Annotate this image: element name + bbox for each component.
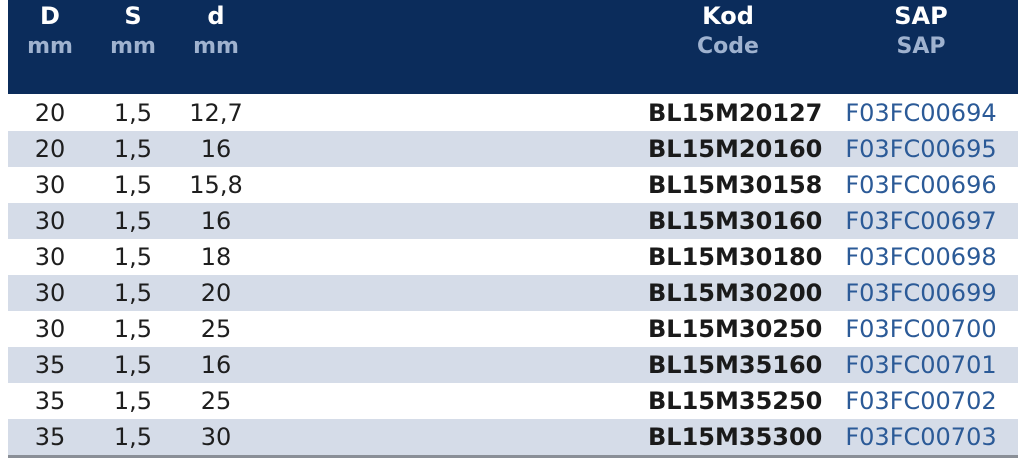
column-unit: mm bbox=[193, 34, 239, 59]
code: BL15M30180 bbox=[648, 243, 823, 271]
small-d-value: 18 bbox=[200, 243, 232, 271]
sap-number: F03FC00698 bbox=[845, 243, 997, 271]
small-d-value: 25 bbox=[200, 315, 232, 343]
code: BL15M30158 bbox=[648, 171, 823, 199]
small-d-value: 30 bbox=[200, 423, 232, 451]
small-d-value: 16 bbox=[200, 135, 232, 163]
column-unit: mm bbox=[27, 34, 73, 59]
code: BL15M35250 bbox=[648, 387, 823, 415]
d-value: 30 bbox=[34, 315, 66, 343]
code: BL15M20127 bbox=[648, 99, 823, 127]
s-value: 1,5 bbox=[113, 351, 153, 379]
s-value: 1,5 bbox=[113, 423, 153, 451]
sap-number: F03FC00694 bbox=[845, 99, 997, 127]
table-row: 30 1,5 25 BL15M30250 F03FC00700 bbox=[8, 311, 1018, 347]
code: BL15M35300 bbox=[648, 423, 823, 451]
d-value: 35 bbox=[34, 387, 66, 415]
table-row: 35 1,5 30 BL15M35300 F03FC00703 bbox=[8, 419, 1018, 455]
s-value: 1,5 bbox=[113, 135, 153, 163]
code: BL15M30250 bbox=[648, 315, 823, 343]
sap-number: F03FC00695 bbox=[845, 135, 997, 163]
column-title: D bbox=[40, 2, 60, 30]
table-row: 30 1,5 18 BL15M30180 F03FC00698 bbox=[8, 239, 1018, 275]
d-value: 35 bbox=[34, 423, 66, 451]
small-d-value: 12,7 bbox=[189, 99, 243, 127]
small-d-value: 25 bbox=[200, 387, 232, 415]
table-row: 30 1,5 20 BL15M30200 F03FC00699 bbox=[8, 275, 1018, 311]
sap-number: F03FC00699 bbox=[845, 279, 997, 307]
s-value: 1,5 bbox=[113, 315, 153, 343]
column-title: SAP bbox=[894, 2, 948, 30]
column-title: Kod bbox=[702, 2, 754, 30]
s-value: 1,5 bbox=[113, 99, 153, 127]
d-value: 30 bbox=[34, 243, 66, 271]
s-value: 1,5 bbox=[113, 243, 153, 271]
s-value: 1,5 bbox=[113, 279, 153, 307]
small-d-value: 16 bbox=[200, 351, 232, 379]
table-row: 20 1,5 16 BL15M20160 F03FC00695 bbox=[8, 131, 1018, 167]
small-d-value: 15,8 bbox=[189, 171, 243, 199]
column-unit: mm bbox=[110, 34, 156, 59]
bottom-rule bbox=[8, 455, 1018, 458]
sap-number: F03FC00703 bbox=[845, 423, 997, 451]
column-title: d bbox=[207, 2, 225, 30]
table-row: 30 1,5 15,8 BL15M30158 F03FC00696 bbox=[8, 167, 1018, 203]
table-row: 35 1,5 16 BL15M35160 F03FC00701 bbox=[8, 347, 1018, 383]
code: BL15M35160 bbox=[648, 351, 823, 379]
sap-number: F03FC00697 bbox=[845, 207, 997, 235]
column-title: S bbox=[124, 2, 142, 30]
s-value: 1,5 bbox=[113, 171, 153, 199]
column-unit: SAP bbox=[896, 34, 946, 59]
table-row: 30 1,5 16 BL15M30160 F03FC00697 bbox=[8, 203, 1018, 239]
s-value: 1,5 bbox=[113, 387, 153, 415]
sap-number: F03FC00701 bbox=[845, 351, 997, 379]
d-value: 20 bbox=[34, 135, 66, 163]
sap-number: F03FC00696 bbox=[845, 171, 997, 199]
code: BL15M30160 bbox=[648, 207, 823, 235]
d-value: 30 bbox=[34, 171, 66, 199]
small-d-value: 16 bbox=[200, 207, 232, 235]
small-d-value: 20 bbox=[200, 279, 232, 307]
sap-number: F03FC00702 bbox=[845, 387, 997, 415]
code: BL15M30200 bbox=[648, 279, 823, 307]
code: BL15M20160 bbox=[648, 135, 823, 163]
table-row: 35 1,5 25 BL15M35250 F03FC00702 bbox=[8, 383, 1018, 419]
sap-number: F03FC00700 bbox=[845, 315, 997, 343]
d-value: 35 bbox=[34, 351, 66, 379]
column-unit: Code bbox=[697, 34, 759, 59]
d-value: 30 bbox=[34, 279, 66, 307]
s-value: 1,5 bbox=[113, 207, 153, 235]
d-value: 30 bbox=[34, 207, 66, 235]
d-value: 20 bbox=[34, 99, 66, 127]
table-row: 20 1,5 12,7 BL15M20127 F03FC00694 bbox=[8, 95, 1018, 131]
